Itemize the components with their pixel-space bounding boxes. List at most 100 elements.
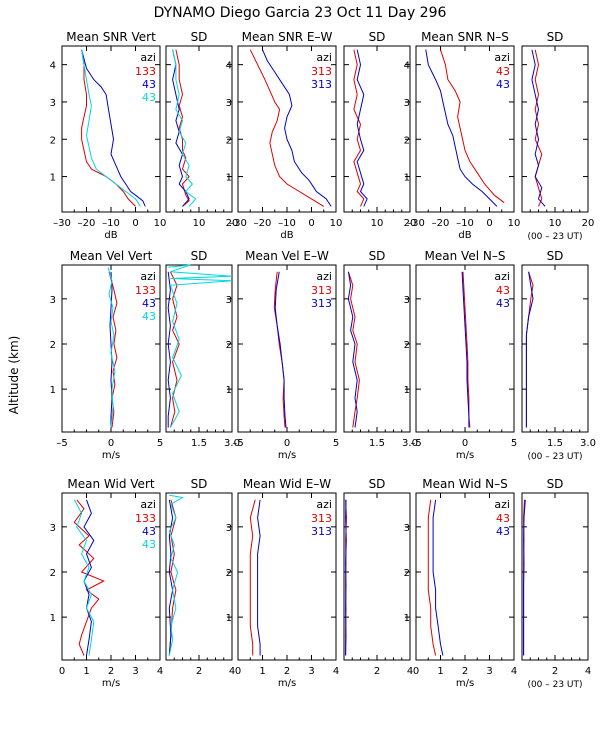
x-axis-label: dB [104, 230, 117, 241]
x-axis-label: dB [280, 230, 293, 241]
y-tick-label: 1 [50, 385, 56, 396]
y-tick-label: 3 [404, 523, 410, 534]
y-tick-label: 3 [50, 98, 56, 109]
x-tick-label: 2 [374, 666, 380, 677]
panel-frame [343, 264, 411, 433]
x-tick-label: 4 [333, 666, 339, 677]
panel-snr-2: SD 10 20 [165, 30, 238, 229]
y-tick-label: 2 [404, 135, 410, 146]
panel-wid-6: SD 2 4(00 – 23 UT) [521, 477, 591, 690]
y-tick-label: 3 [50, 523, 56, 534]
panel-snr-4: SD 10 20 [343, 30, 417, 229]
panel-title: Mean SNR Vert [66, 30, 156, 44]
x-tick-label: 1.5 [547, 438, 563, 449]
x-tick-label: 20 [404, 218, 417, 229]
legend-item-red: 43 [496, 65, 510, 78]
series-line-red [73, 499, 105, 656]
series-line-blue [345, 499, 347, 656]
y-tick-label: 3 [226, 98, 232, 109]
panel-vel-6: SD 1.5 3.0 (00 – 23 UT) [521, 249, 596, 462]
x-tick-label: 3 [132, 666, 138, 677]
legend-item-blue: 43 [142, 525, 156, 538]
series-line-red [440, 49, 505, 204]
y-tick-label: 4 [50, 61, 56, 72]
x-tick-label: 0 [486, 218, 492, 229]
legend-item-blue: 43 [142, 78, 156, 91]
y-tick-label: 2 [50, 135, 56, 146]
x-tick-label: –5 [410, 438, 421, 449]
y-tick-label: 1 [226, 173, 232, 184]
x-tick-label: 10 [193, 218, 206, 229]
x-axis-label: m/s [278, 450, 296, 461]
series-line-red [249, 499, 256, 656]
series-line-blue [461, 271, 470, 428]
y-tick-label: 1 [404, 173, 410, 184]
panel-frame [521, 492, 589, 661]
y-tick-label: 2 [226, 340, 232, 351]
x-tick-label: 10 [508, 218, 521, 229]
legend-item-cyan: 43 [142, 310, 156, 323]
x-axis-label: m/s [456, 678, 474, 689]
y-tick-label: 3 [226, 295, 232, 306]
x-tick-label: 10 [330, 218, 343, 229]
x-tick-label: 5 [511, 438, 517, 449]
x-tick-label: –30 [229, 218, 247, 229]
panel-vel-2: SD 1.5 3.0 [165, 249, 240, 449]
y-tick-label: 1 [226, 613, 232, 624]
x-tick-label: 10 [549, 218, 562, 229]
x-tick-label: 0 [235, 666, 241, 677]
x-tick-label: 0 [108, 438, 114, 449]
series-line-red [249, 49, 325, 207]
series-line-blue [274, 271, 287, 428]
panel-title: Mean Vel E–W [245, 249, 329, 263]
series-line-blue [523, 499, 526, 656]
panel-title: Mean Vel N–S [425, 249, 506, 263]
legend-header: azi [316, 270, 332, 283]
series-line-blue [83, 499, 95, 656]
legend-item-blue: 43 [142, 297, 156, 310]
x-tick-label: 3.0 [402, 438, 418, 449]
panel-wid-4: SD 2 4 [343, 477, 413, 677]
legend-item-cyan: 43 [142, 538, 156, 551]
series-line-blue [81, 49, 146, 207]
series-line-cyan [73, 499, 95, 656]
panel-title: SD [191, 477, 208, 491]
x-tick-label: –20 [78, 218, 96, 229]
time-range-label: (00 – 23 UT) [527, 232, 582, 242]
x-tick-label: 10 [154, 218, 167, 229]
legend-item-red: 43 [496, 284, 510, 297]
x-tick-label: 0 [284, 438, 290, 449]
x-tick-label: 3 [486, 666, 492, 677]
x-tick-label: 3.0 [580, 438, 596, 449]
series-line-red [534, 49, 543, 207]
legend-header: azi [316, 498, 332, 511]
legend-item-red: 133 [135, 65, 156, 78]
x-axis-label: dB [458, 230, 471, 241]
legend-item-blue: 313 [311, 297, 332, 310]
y-tick-label: 1 [404, 613, 410, 624]
y-tick-label: 2 [404, 340, 410, 351]
legend-item-blue: 313 [311, 525, 332, 538]
legend-header: azi [140, 498, 156, 511]
series-line-blue [257, 499, 261, 656]
series-line-red [427, 499, 437, 656]
x-tick-label: 4 [407, 666, 413, 677]
x-tick-label: –5 [232, 438, 243, 449]
x-tick-label: 3 [308, 666, 314, 677]
legend-item-cyan: 43 [142, 91, 156, 104]
x-tick-label: 5 [157, 438, 163, 449]
x-tick-label: 5 [333, 438, 339, 449]
series-line-blue [531, 49, 546, 207]
x-tick-label: 2 [284, 666, 290, 677]
x-tick-label: 0 [59, 666, 65, 677]
series-line-blue [172, 49, 190, 207]
y-tick-label: 2 [404, 568, 410, 579]
legend-header: azi [494, 498, 510, 511]
series-line-blue [425, 49, 498, 207]
legend-item-blue: 313 [311, 78, 332, 91]
panels-group: Mean SNR Vert–30 –20 –10 0 101234dBazi133434… [50, 30, 596, 690]
